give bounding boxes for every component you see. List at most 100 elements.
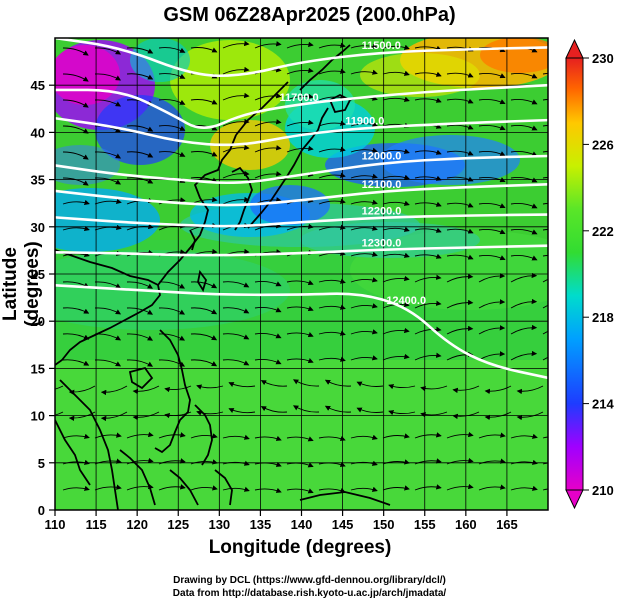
y-tick-label: 35 <box>31 173 45 188</box>
streamline-arrow <box>158 484 186 491</box>
streamline-arrow <box>254 41 282 49</box>
streamline-arrow <box>94 458 122 465</box>
contour-label: 11900.0 <box>345 116 384 128</box>
streamline-arrow <box>542 304 548 309</box>
streamline-arrow <box>478 432 506 439</box>
streamline-arrow <box>350 434 378 440</box>
streamline-arrow <box>542 73 548 75</box>
streamline-arrow <box>542 436 548 439</box>
streamline-arrow <box>62 485 90 491</box>
streamline-arrow <box>478 150 506 157</box>
colorbar-lower-arrow <box>565 489 584 510</box>
streamline-arrow <box>484 385 512 395</box>
streamline-arrow <box>158 458 186 465</box>
height-contour-line <box>55 244 548 257</box>
streamline-arrow <box>62 359 90 366</box>
streamline-arrow <box>478 484 506 491</box>
streamline-arrow <box>158 333 186 341</box>
streamline-arrow <box>126 333 153 341</box>
streamline-arrow <box>222 92 250 101</box>
streamline-arrow <box>222 333 250 340</box>
streamline-arrow <box>222 66 250 75</box>
streamline-arrow <box>356 407 384 413</box>
streamline-arrow <box>382 200 410 206</box>
streamline-arrow <box>478 176 506 183</box>
streamline-arrow <box>510 151 538 157</box>
streamline-arrow <box>324 379 352 387</box>
streamline-arrow <box>510 350 538 361</box>
contour-label: 11700.0 <box>280 92 319 104</box>
streamline-arrow <box>190 485 218 491</box>
streamline-arrow <box>446 124 474 130</box>
streamline-arrow <box>478 273 506 283</box>
streamline-arrow <box>158 432 186 439</box>
credit-dcl: Drawing by DCL (https://www.gfd-dennou.o… <box>173 575 446 586</box>
streamline-arrow <box>414 227 442 233</box>
x-tick-label: 140 <box>291 517 313 532</box>
streamline-arrow <box>260 406 288 413</box>
streamline-arrow <box>126 47 154 54</box>
streamline-arrow <box>126 307 153 315</box>
streamline-arrow <box>510 177 538 183</box>
streamline-arrow <box>228 408 256 414</box>
streamline-arrow <box>62 199 90 206</box>
streamline-arrow <box>222 144 250 153</box>
height-contour-line <box>55 154 548 185</box>
streamline-arrow <box>55 411 64 416</box>
streamline-arrow <box>452 385 480 394</box>
streamline-arrow <box>350 329 378 335</box>
streamline-arrow <box>350 173 378 179</box>
streamline-arrow <box>510 255 538 261</box>
streamline-arrow <box>510 203 538 209</box>
streamline-arrow <box>222 359 250 366</box>
streamline-arrow <box>222 486 250 492</box>
streamline-arrow <box>542 99 548 101</box>
streamline-arrow <box>484 411 512 421</box>
streamline-arrow <box>62 307 90 314</box>
y-tick-label: 20 <box>31 314 45 329</box>
streamline-arrow <box>228 382 256 388</box>
streamline-arrow <box>414 201 442 207</box>
streamline-arrow <box>516 385 544 395</box>
streamline-arrow <box>94 359 122 367</box>
streamline-arrow <box>158 47 186 53</box>
streamline-arrow <box>158 125 186 131</box>
streamline-arrow <box>446 228 474 234</box>
streamline-arrow <box>350 43 378 49</box>
colorbar-tick-label: 214 <box>592 397 614 412</box>
streamline-arrow <box>158 223 186 231</box>
streamline-arrow <box>382 70 410 76</box>
x-tick-label: 135 <box>250 517 272 532</box>
streamline-arrow <box>478 98 506 105</box>
height-contour-line <box>55 116 548 147</box>
streamline-arrow <box>414 484 442 491</box>
streamline-arrow <box>478 202 506 209</box>
streamline-arrow <box>62 151 89 160</box>
streamline-arrow <box>100 385 128 396</box>
streamline-arrow <box>324 405 352 413</box>
streamline-arrow <box>414 175 442 181</box>
streamline-arrow <box>414 300 442 309</box>
streamline-arrow <box>126 177 154 184</box>
streamline-arrow <box>542 278 548 283</box>
streamline-arrow <box>446 150 474 156</box>
streamline-arrow <box>68 411 96 421</box>
y-tick-label: 15 <box>31 361 45 376</box>
streamline-arrow <box>414 352 442 361</box>
streamline-arrow <box>190 281 218 289</box>
streamline-arrow <box>516 411 544 421</box>
streamline-arrow <box>94 177 122 185</box>
streamline-arrow <box>158 359 186 367</box>
streamline-arrow <box>382 433 410 439</box>
streamline-arrow <box>190 47 218 53</box>
streamline-arrow <box>542 462 548 465</box>
streamline-arrow <box>382 226 410 232</box>
streamline-arrow <box>350 199 378 205</box>
streamline-arrow <box>414 97 442 103</box>
x-tick-label: 115 <box>86 517 107 532</box>
contour-label: 11500.0 <box>362 40 401 52</box>
contour-label: 12300.0 <box>362 237 402 249</box>
streamline-arrow <box>158 307 186 315</box>
contour-label: 12400.0 <box>386 295 426 307</box>
streamline-arrow <box>126 483 154 491</box>
